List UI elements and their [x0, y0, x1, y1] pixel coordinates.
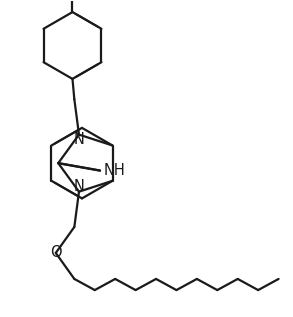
Text: O: O	[50, 245, 62, 261]
Text: NH: NH	[104, 163, 125, 178]
Text: N: N	[74, 179, 84, 194]
Text: N: N	[74, 132, 84, 147]
